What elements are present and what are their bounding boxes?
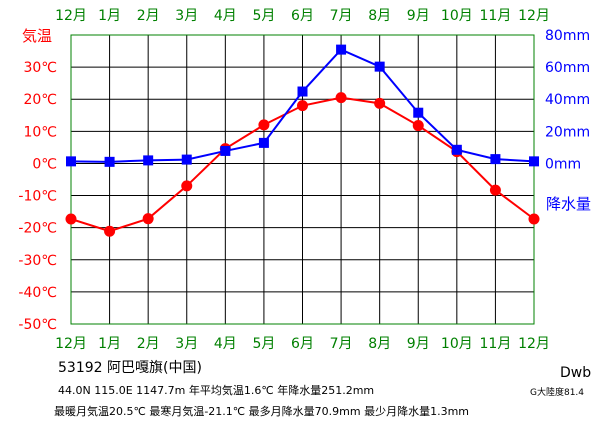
temperature-point bbox=[297, 100, 308, 112]
right-axis-title: 降水量 bbox=[546, 195, 591, 213]
plot-frame bbox=[70, 34, 535, 325]
temperature-point bbox=[412, 120, 424, 132]
temperature-point bbox=[258, 119, 270, 131]
precipitation-point bbox=[529, 156, 539, 167]
precipitation-point bbox=[220, 145, 231, 156]
left-tick-label: -10℃ bbox=[18, 189, 57, 205]
precipitation-point bbox=[181, 154, 192, 165]
left-tick-label: -20℃ bbox=[18, 221, 57, 237]
grid bbox=[71, 35, 534, 324]
precipitation-point bbox=[490, 154, 501, 165]
month-label-bottom: 12月 bbox=[518, 336, 550, 352]
left-tick-label: -40℃ bbox=[18, 285, 57, 301]
left-tick-label: 10℃ bbox=[23, 124, 57, 140]
month-label-top: 1月 bbox=[98, 8, 121, 24]
month-label-bottom: 6月 bbox=[291, 336, 314, 352]
month-label-top: 2月 bbox=[137, 8, 160, 24]
month-label-top: 12月 bbox=[55, 8, 87, 24]
month-label-top: 11月 bbox=[480, 8, 512, 24]
left-tick-label: -30℃ bbox=[18, 253, 57, 269]
month-label-top: 10月 bbox=[441, 8, 473, 24]
month-label-top: 9月 bbox=[407, 8, 430, 24]
month-label-top: 5月 bbox=[252, 8, 275, 24]
right-tick-label: 60mm bbox=[545, 60, 590, 76]
series-layer bbox=[65, 44, 540, 237]
left-tick-label: -50℃ bbox=[18, 317, 57, 333]
temperature-point bbox=[489, 184, 501, 196]
station-summary-line: 44.0N 115.0E 1147.7m 年平均気温1.6℃ 年降水量251.2… bbox=[58, 384, 375, 397]
month-label-bottom: 5月 bbox=[252, 336, 275, 352]
precipitation-point bbox=[297, 86, 308, 97]
precipitation-point bbox=[258, 137, 269, 148]
bottom-month-labels: 12月 1月 2月 3月 4月 5月 6月 7月 8月 9月 10月 11月 12月 bbox=[55, 336, 550, 352]
precipitation-point bbox=[413, 107, 424, 118]
precipitation-point bbox=[374, 61, 385, 72]
continentality-label: G大陸度81.4 bbox=[530, 388, 585, 398]
temperature-point bbox=[374, 97, 386, 109]
extremes-summary-line: 最暖月気温20.5℃ 最寒月気温-21.1℃ 最多月降水量70.9mm 最少月降… bbox=[54, 405, 469, 418]
right-tick-label: 40mm bbox=[545, 92, 590, 108]
right-axis-tick-labels: 80mm 60mm 40mm 20mm 0mm bbox=[545, 28, 590, 172]
month-label-top: 12月 bbox=[518, 8, 550, 24]
month-label-bottom: 9月 bbox=[407, 336, 430, 352]
month-label-bottom: 7月 bbox=[330, 336, 353, 352]
temperature-point bbox=[104, 225, 116, 237]
month-label-bottom: 2月 bbox=[137, 336, 160, 352]
precipitation-point bbox=[66, 156, 76, 167]
month-label-bottom: 1月 bbox=[98, 336, 121, 352]
temperature-point bbox=[142, 213, 154, 225]
left-axis-title: 気温 bbox=[22, 27, 52, 45]
month-label-bottom: 10月 bbox=[441, 336, 473, 352]
left-tick-label: 30℃ bbox=[23, 60, 57, 76]
precipitation-point bbox=[451, 144, 462, 155]
month-label-top: 8月 bbox=[368, 8, 391, 24]
right-tick-label: 20mm bbox=[545, 124, 590, 140]
right-tick-label: 80mm bbox=[545, 28, 590, 44]
left-tick-label: 20℃ bbox=[23, 92, 57, 108]
month-label-top: 3月 bbox=[175, 8, 198, 24]
right-tick-label: 0mm bbox=[545, 156, 581, 172]
temperature-point bbox=[65, 213, 77, 225]
month-label-bottom: 12月 bbox=[55, 336, 87, 352]
month-label-top: 6月 bbox=[291, 8, 314, 24]
precipitation-point bbox=[336, 44, 347, 55]
top-month-labels: 12月 1月 2月 3月 4月 5月 6月 7月 8月 9月 10月 11月 12月 bbox=[55, 8, 550, 24]
precipitation-point bbox=[143, 155, 154, 166]
month-label-bottom: 4月 bbox=[214, 336, 237, 352]
left-tick-label: 0℃ bbox=[32, 156, 57, 172]
month-label-bottom: 11月 bbox=[480, 336, 512, 352]
precipitation-point bbox=[104, 156, 115, 167]
climate-code: Dwb bbox=[560, 365, 592, 381]
temperature-point bbox=[528, 213, 540, 225]
temperature-point bbox=[335, 92, 347, 104]
left-axis-tick-labels: 30℃ 20℃ 10℃ 0℃ -10℃ -20℃ -30℃ -40℃ -50℃ bbox=[18, 60, 57, 333]
month-label-top: 4月 bbox=[214, 8, 237, 24]
month-label-bottom: 8月 bbox=[368, 336, 391, 352]
month-label-top: 7月 bbox=[330, 8, 353, 24]
station-name: 53192 阿巴嘎旗(中国) bbox=[58, 360, 202, 376]
temperature-point bbox=[181, 180, 193, 192]
month-label-bottom: 3月 bbox=[175, 336, 198, 352]
